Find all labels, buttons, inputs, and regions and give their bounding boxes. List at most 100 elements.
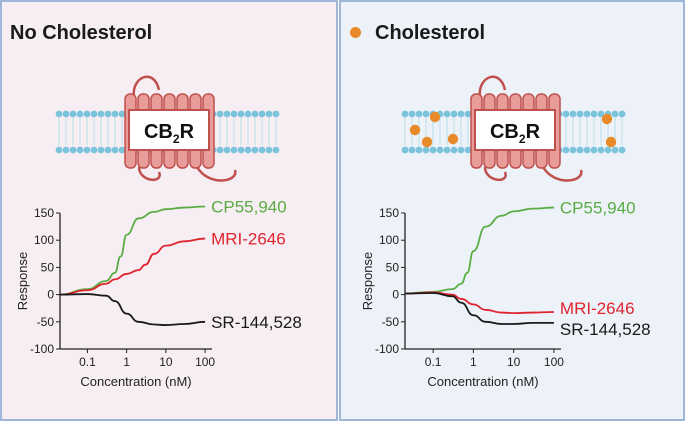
lipid-head	[62, 110, 70, 118]
lipid-head	[111, 110, 119, 118]
lipid-head	[237, 110, 245, 118]
y-tick-label: 100	[34, 233, 54, 247]
receptor-n-terminus	[132, 75, 161, 98]
lipid-head	[118, 146, 126, 154]
lipid-head	[583, 110, 591, 118]
y-tick-label: -50	[37, 315, 55, 329]
lipid-head	[569, 110, 577, 118]
lipid-head	[272, 110, 280, 118]
receptor-subscript: 2	[173, 132, 180, 146]
y-tick-label: 100	[379, 233, 399, 247]
lipid-head	[216, 146, 224, 154]
receptor-label-box	[474, 109, 556, 151]
lipid-head	[223, 146, 231, 154]
lipid-head	[244, 110, 252, 118]
lipid-head	[97, 146, 105, 154]
lipid-head	[69, 146, 77, 154]
y-axis-label: Response	[360, 252, 375, 311]
lipid-head	[457, 110, 465, 118]
y-tick-label: 0	[47, 288, 54, 302]
lipid-head	[251, 146, 259, 154]
lipid-head	[83, 146, 91, 154]
panel-cholesterol: Cholesterol CB2R 150 100 50 0 -50 -100 0.1 1 10 10…	[339, 0, 685, 421]
lipid-head	[464, 110, 472, 118]
series-line	[404, 292, 554, 325]
y-tick-label: 50	[41, 260, 55, 274]
lipid-head	[457, 146, 465, 154]
panel-title: Cholesterol	[375, 22, 486, 44]
panel-figure: CB2R 150 100 50 0 -50 -100 0.1 1 10 100 Concentrati…	[15, 75, 302, 389]
lipid-head	[562, 146, 570, 154]
lipid-head	[90, 110, 98, 118]
lipid-head	[76, 110, 84, 118]
series-line	[59, 237, 206, 296]
lipid-head	[55, 146, 63, 154]
lipid-head	[111, 146, 119, 154]
series-label: CP55,940	[560, 199, 636, 218]
x-tick-label: 1	[123, 355, 130, 369]
lipid-head	[583, 146, 591, 154]
lipid-head	[55, 110, 63, 118]
lipid-head	[258, 146, 266, 154]
chart: 150 100 50 0 -50 -100 0.1 1 10 100 Concentration (…	[360, 199, 651, 389]
series-label: MRI-2646	[211, 230, 286, 249]
cb2-receptor: CB2R	[124, 75, 237, 182]
lipid-head	[450, 110, 458, 118]
receptor-subscript: 2	[519, 132, 526, 146]
receptor-label-box	[128, 109, 210, 151]
lipid-head	[408, 146, 416, 154]
cholesterol-molecule	[409, 124, 421, 136]
receptor-label: CB2R	[144, 121, 195, 146]
series-line	[59, 293, 206, 326]
series-label: CP55,940	[211, 197, 287, 216]
y-tick-label: 150	[379, 206, 399, 220]
lipid-head	[590, 146, 598, 154]
lipid-head	[83, 110, 91, 118]
receptor-label: CB2R	[490, 121, 541, 146]
lipid-head	[62, 146, 70, 154]
x-tick-label: 1	[470, 355, 477, 369]
receptor-loop	[483, 166, 507, 181]
y-tick-label: -100	[30, 342, 54, 356]
y-tick-label: -100	[375, 342, 399, 356]
lipid-head	[443, 146, 451, 154]
lipid-head	[415, 146, 423, 154]
lipid-head	[244, 146, 252, 154]
lipid-head	[97, 110, 105, 118]
lipid-head	[464, 146, 472, 154]
lipid-head	[90, 146, 98, 154]
lipid-head	[443, 110, 451, 118]
receptor-n-terminus	[478, 75, 507, 98]
receptor-c-terminus	[541, 166, 583, 182]
lipid-head	[422, 110, 430, 118]
x-tick-label: 0.1	[425, 355, 442, 369]
lipid-head	[216, 110, 224, 118]
cholesterol-molecule	[605, 136, 617, 148]
lipid-head	[618, 146, 626, 154]
y-tick-label: -50	[382, 315, 400, 329]
panel-no-cholesterol: No Cholesterol CB2R 150 100 50 0 -50 -100 0.1 1 1…	[0, 0, 338, 421]
lipid-head	[562, 110, 570, 118]
lipid-head	[401, 110, 409, 118]
y-axis-label: Response	[15, 252, 30, 311]
lipid-head	[618, 110, 626, 118]
cholesterol-molecule	[447, 133, 459, 145]
cholesterol-molecule	[429, 111, 441, 123]
y-tick-label: 50	[386, 260, 400, 274]
x-axis-label: Concentration (nM)	[80, 374, 191, 389]
y-tick-label: 0	[392, 288, 399, 302]
x-tick-label: 100	[195, 355, 215, 369]
y-tick-label: 150	[34, 206, 54, 220]
lipid-head	[237, 146, 245, 154]
lipid-head	[597, 146, 605, 154]
lipid-head	[265, 146, 273, 154]
lipid-head	[436, 146, 444, 154]
lipid-head	[272, 146, 280, 154]
receptor-suffix: R	[180, 121, 195, 143]
series-line	[404, 291, 554, 314]
lipid-head	[415, 110, 423, 118]
series-line	[59, 205, 206, 296]
receptor-name: CB	[490, 121, 519, 143]
lipid-head	[223, 110, 231, 118]
lipid-head	[76, 146, 84, 154]
